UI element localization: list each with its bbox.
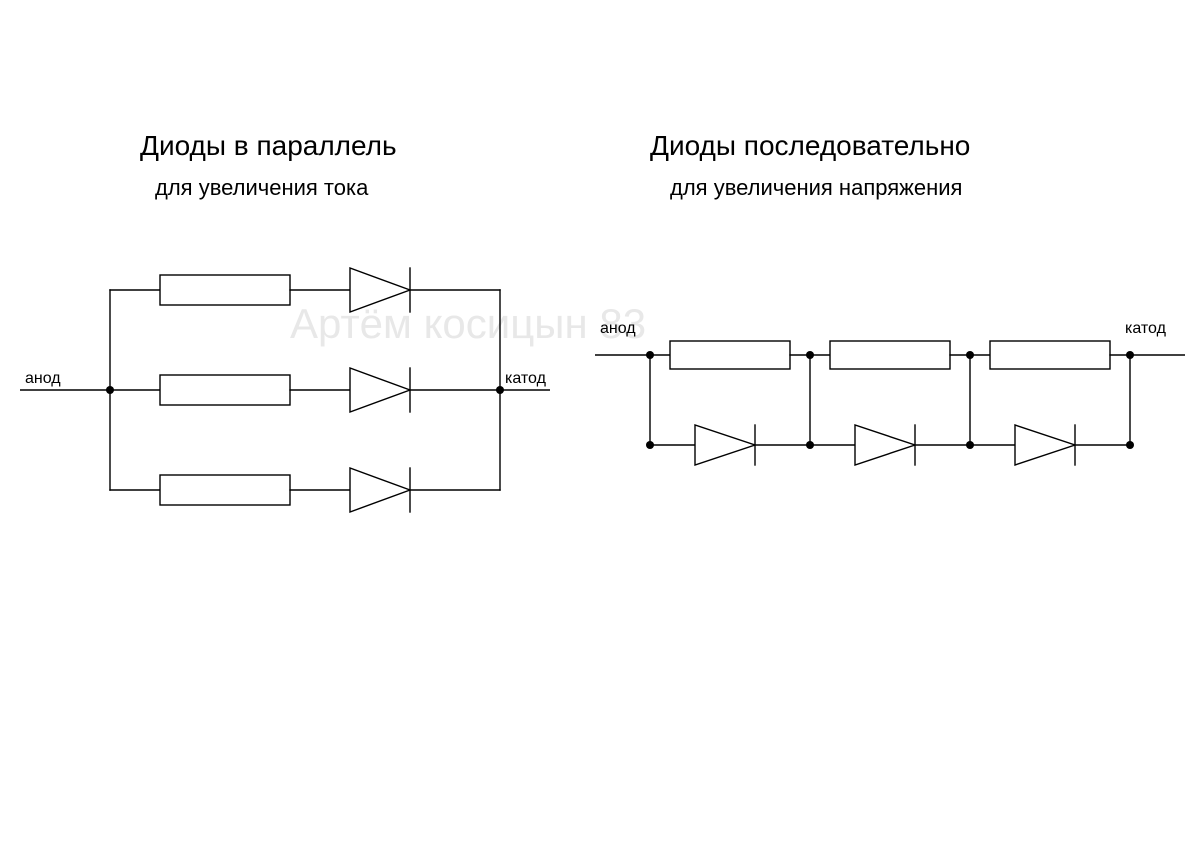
series-diodes-circuit — [595, 300, 1185, 500]
parallel-diodes-circuit — [20, 240, 550, 560]
right-title: Диоды последовательно — [650, 130, 970, 162]
left-title: Диоды в параллель — [140, 130, 397, 162]
right-subtitle: для увеличения напряжения — [670, 175, 962, 201]
left-subtitle: для увеличения тока — [155, 175, 368, 201]
